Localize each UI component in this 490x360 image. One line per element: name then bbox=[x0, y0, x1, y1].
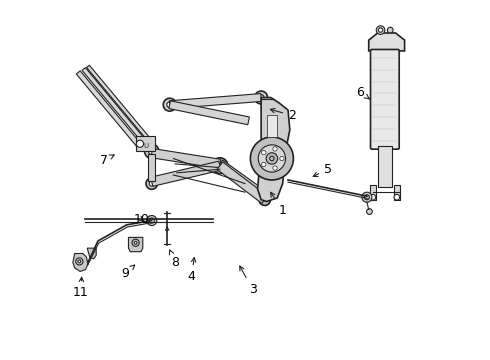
Circle shape bbox=[134, 241, 137, 244]
Polygon shape bbox=[258, 98, 290, 202]
Circle shape bbox=[145, 144, 159, 158]
Text: 2: 2 bbox=[270, 108, 296, 122]
Text: 4: 4 bbox=[188, 257, 196, 283]
Polygon shape bbox=[128, 237, 143, 252]
Circle shape bbox=[367, 209, 372, 215]
Bar bbox=[394, 185, 400, 200]
Circle shape bbox=[394, 194, 400, 200]
Circle shape bbox=[370, 194, 376, 200]
Text: 11: 11 bbox=[73, 277, 89, 300]
Text: U: U bbox=[144, 143, 149, 149]
Bar bbox=[378, 146, 392, 187]
Bar bbox=[370, 185, 376, 200]
Text: 3: 3 bbox=[240, 266, 256, 296]
Circle shape bbox=[280, 156, 284, 161]
Text: 7: 7 bbox=[100, 154, 114, 167]
FancyBboxPatch shape bbox=[370, 49, 399, 149]
Circle shape bbox=[258, 145, 286, 172]
Circle shape bbox=[262, 162, 266, 167]
Circle shape bbox=[148, 148, 155, 154]
Circle shape bbox=[146, 178, 157, 189]
Text: 8: 8 bbox=[170, 250, 179, 269]
Circle shape bbox=[147, 216, 157, 226]
Circle shape bbox=[270, 156, 274, 161]
Circle shape bbox=[258, 95, 264, 100]
Circle shape bbox=[78, 260, 81, 263]
Circle shape bbox=[136, 140, 144, 147]
Circle shape bbox=[376, 26, 385, 35]
Text: 5: 5 bbox=[313, 163, 332, 176]
Text: 9: 9 bbox=[122, 265, 135, 280]
Polygon shape bbox=[151, 148, 220, 168]
Polygon shape bbox=[151, 161, 221, 186]
Circle shape bbox=[378, 28, 383, 32]
Polygon shape bbox=[169, 101, 249, 125]
Polygon shape bbox=[87, 248, 96, 259]
Circle shape bbox=[273, 166, 277, 170]
Polygon shape bbox=[170, 94, 262, 109]
Circle shape bbox=[365, 195, 369, 200]
Circle shape bbox=[212, 158, 228, 174]
Polygon shape bbox=[267, 116, 277, 137]
Circle shape bbox=[259, 194, 270, 206]
Polygon shape bbox=[73, 253, 88, 271]
Circle shape bbox=[255, 91, 268, 104]
Circle shape bbox=[149, 181, 154, 186]
Circle shape bbox=[167, 102, 172, 108]
Polygon shape bbox=[82, 68, 148, 146]
Bar bbox=[136, 136, 155, 151]
Circle shape bbox=[388, 27, 393, 33]
Circle shape bbox=[216, 162, 223, 169]
Polygon shape bbox=[217, 162, 268, 203]
Text: 10: 10 bbox=[134, 213, 150, 226]
Circle shape bbox=[132, 239, 139, 246]
Circle shape bbox=[76, 258, 83, 265]
Polygon shape bbox=[368, 33, 405, 51]
Polygon shape bbox=[217, 160, 268, 200]
Text: 6: 6 bbox=[356, 86, 369, 99]
Circle shape bbox=[273, 147, 277, 151]
Polygon shape bbox=[87, 65, 152, 143]
Circle shape bbox=[250, 137, 294, 180]
Circle shape bbox=[163, 98, 176, 111]
Circle shape bbox=[149, 218, 154, 223]
Polygon shape bbox=[148, 154, 155, 181]
Polygon shape bbox=[76, 71, 143, 149]
Circle shape bbox=[266, 153, 278, 164]
Circle shape bbox=[362, 192, 372, 202]
Circle shape bbox=[262, 150, 266, 155]
Text: 1: 1 bbox=[270, 192, 287, 217]
